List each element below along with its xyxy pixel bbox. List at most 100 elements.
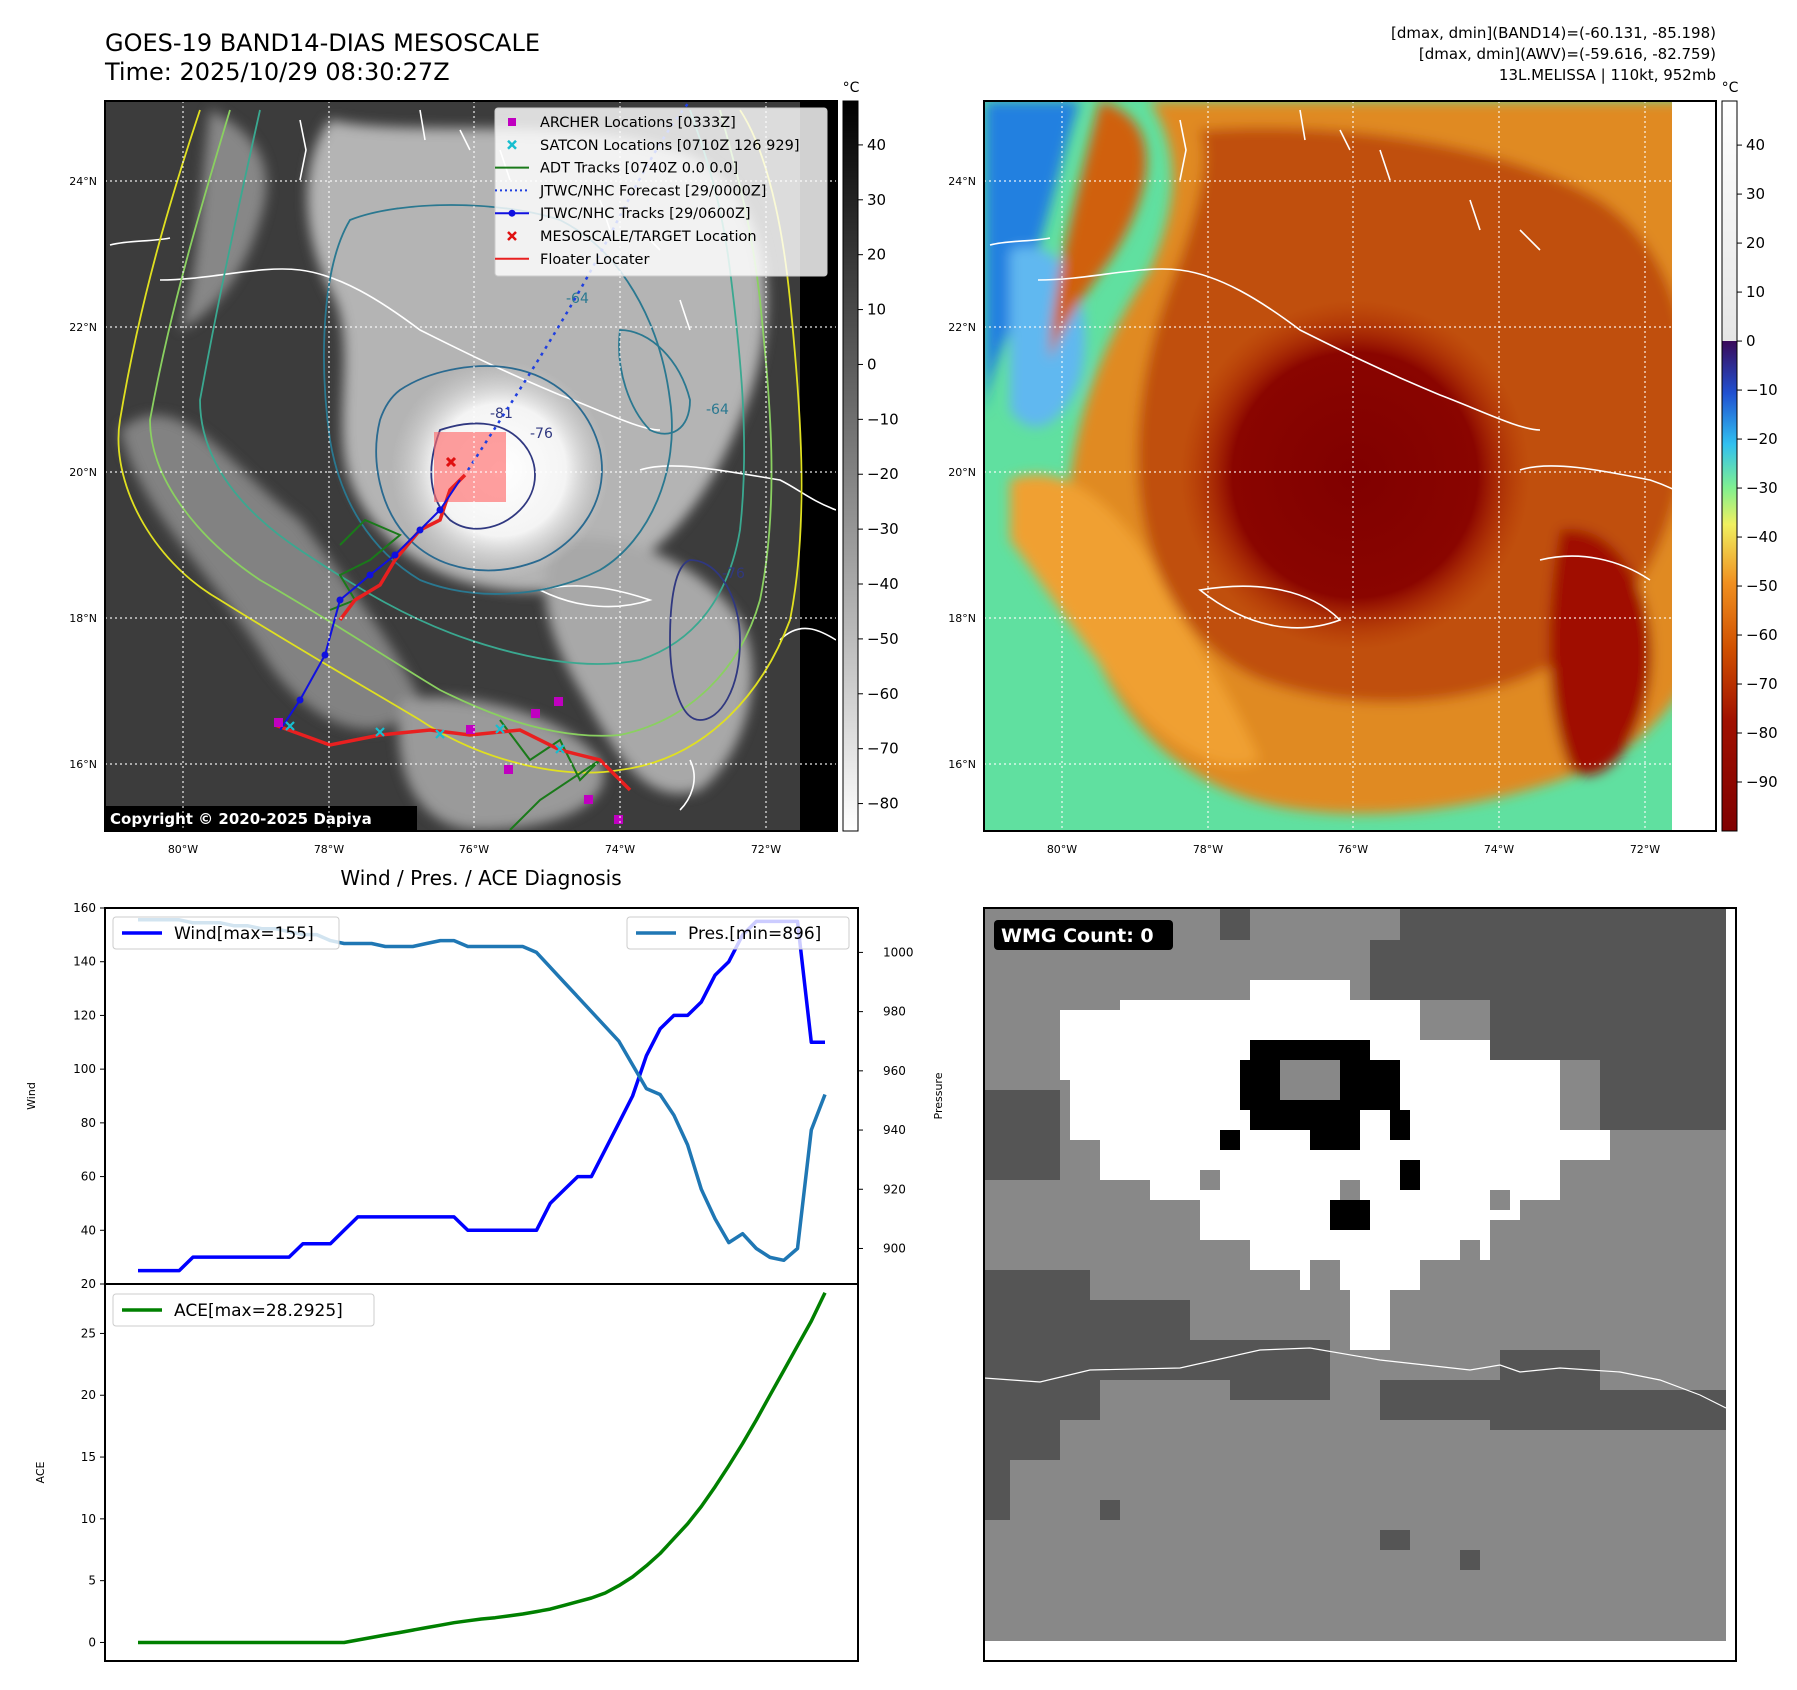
wind-ytick-label: 60 [81, 1170, 96, 1184]
band14-frame [104, 100, 838, 832]
lat-label: 24°N [948, 175, 976, 188]
colorbar-tick-label: −60 [1746, 626, 1778, 644]
ace-chart: 0 5 10 15 20 25 ACE ACE[max=28.2925] [34, 1283, 859, 1662]
figure-time: Time: 2025/10/29 08:30:27Z [104, 58, 450, 86]
stat-awv: [dmax, dmin](AWV)=(-59.616, -82.759) [1419, 45, 1716, 63]
colorbar-tick-label: −80 [1746, 724, 1778, 742]
colorbar-tick-label: −30 [867, 520, 899, 538]
lat-label: 20°N [948, 466, 976, 479]
pressure-ytick-label: 1000 [883, 945, 914, 959]
colorbar-tick-label: 10 [1746, 283, 1765, 301]
colorbar-tick-label: −70 [867, 740, 899, 758]
satcon-markers [285, 721, 565, 754]
legend-item: MESOSCALE/TARGET Location [507, 229, 757, 245]
wmg-field [984, 908, 1726, 1641]
wind-ytick-label: 160 [73, 901, 96, 915]
contour-label: -76 [722, 566, 745, 582]
lat-label: 24°N [69, 175, 97, 188]
lat-label: 18°N [948, 612, 976, 625]
lat-label: 20°N [69, 466, 97, 479]
lat-label: 18°N [69, 612, 97, 625]
colorbar-tick-label: 40 [1746, 136, 1765, 154]
awv-colorbar-bar [1721, 100, 1738, 832]
colorbar-tick-label: 20 [1746, 234, 1765, 252]
ace-ytick-label: 20 [81, 1388, 96, 1402]
ace-ytick-label: 25 [81, 1326, 96, 1340]
pressure-legend-box [626, 916, 850, 950]
pressure-ytick-label: 940 [883, 1123, 906, 1137]
awv-frame [983, 100, 1717, 832]
colorbar-tick-label: −20 [867, 465, 899, 483]
legend-marker [507, 139, 517, 150]
legend-item: SATCON Locations [0710Z 126 929] [507, 138, 799, 154]
ace-legend-label: ACE[max=28.2925] [174, 1301, 343, 1321]
legend-label: MESOSCALE/TARGET Location [540, 229, 757, 245]
diagnosis-title: Wind / Pres. / ACE Diagnosis [340, 866, 621, 890]
colorbar-tick-label: −30 [1746, 479, 1778, 497]
legend-item: Floater Locater [495, 252, 649, 268]
wind-legend-box [112, 916, 340, 950]
stat-band14: [dmax, dmin](BAND14)=(-60.131, -85.198) [1391, 24, 1716, 42]
ace-legend-box [112, 1293, 375, 1327]
pressure-legend: Pres.[min=896] [626, 916, 850, 950]
colorbar-tick-label: 40 [867, 136, 886, 154]
lon-label: 76°W [1338, 843, 1368, 856]
legend-item: JTWC/NHC Tracks [29/0600Z] [495, 206, 751, 222]
ace-series-line [138, 1291, 827, 1645]
ace-legend: ACE[max=28.2925] [112, 1293, 375, 1327]
wind-ytick-label: 40 [81, 1223, 96, 1237]
wind-ytick-label: 120 [73, 1008, 96, 1022]
colorbar-tick-label: −10 [1746, 381, 1778, 399]
legend-label: ARCHER Locations [0333Z] [540, 115, 736, 131]
colorbar-tick-label: −40 [867, 575, 899, 593]
colorbar-tick-label: −20 [1746, 430, 1778, 448]
wind-legend-label: Wind[max=155] [174, 924, 314, 944]
band14-colorbar-unit: °C [843, 80, 860, 96]
ace-axis-label: ACE [34, 1461, 47, 1483]
target-marker [445, 456, 457, 468]
wind-legend: Wind[max=155] [112, 916, 340, 950]
colorbar-tick-label: −50 [867, 630, 899, 648]
lon-label: 72°W [751, 843, 781, 856]
colorbar-tick-label: 30 [1746, 185, 1765, 203]
colorbar-tick-label: −10 [867, 410, 899, 428]
legend-item: JTWC/NHC Forecast [29/0000Z] [495, 183, 766, 199]
legend-label: JTWC/NHC Forecast [29/0000Z] [539, 183, 766, 199]
band14-contours [117, 109, 803, 774]
ace-ytick-label: 15 [81, 1450, 96, 1464]
wind-ytick-label: 100 [73, 1062, 96, 1076]
pressure-ytick-label: 960 [883, 1064, 906, 1078]
legend-marker [508, 118, 516, 126]
awv-gridlines [984, 101, 1716, 831]
legend-label: ADT Tracks [0740Z 0.0 0.0] [540, 161, 738, 177]
colorbar-tick-label: −50 [1746, 577, 1778, 595]
wind-ytick-label: 140 [73, 955, 96, 969]
copyright-box [105, 806, 417, 831]
legend-label: SATCON Locations [0710Z 126 929] [540, 138, 799, 154]
legend-label: JTWC/NHC Tracks [29/0600Z] [539, 206, 751, 222]
band14-colorbar: °C 40 30 20 10 0 −10 −20 −30 −40 −50 −60 −70 −80 [842, 80, 899, 832]
lon-label: 74°W [605, 843, 635, 856]
wmg-coastline [984, 1347, 1727, 1409]
map-legend: ARCHER Locations [0333Z] SATCON Locations… [494, 107, 828, 277]
lat-label: 16°N [69, 758, 97, 771]
lon-label: 72°W [1630, 843, 1660, 856]
ace-plot-area [138, 1291, 827, 1645]
contour-label: -76 [530, 426, 553, 442]
target-box [434, 432, 506, 502]
contour-label: -81 [490, 406, 513, 422]
wind-series-line [138, 919, 825, 1273]
lon-label: 78°W [1193, 843, 1223, 856]
copyright-text: Copyright © 2020-2025 Dapiya [110, 810, 372, 828]
pressure-ytick-label: 920 [883, 1182, 906, 1196]
legend-marker [507, 231, 517, 241]
legend-item: ADT Tracks [0740Z 0.0 0.0] [495, 161, 738, 177]
wmg-panel: WMG Count: 0 [983, 907, 1737, 1662]
floater-track [274, 473, 632, 792]
jtwc-track-points [296, 506, 444, 704]
lon-label: 78°W [314, 843, 344, 856]
pressure-ytick-label: 980 [883, 1005, 906, 1019]
lon-label: 80°W [168, 843, 198, 856]
awv-eye-region [1180, 300, 1530, 650]
lat-label: 16°N [948, 758, 976, 771]
